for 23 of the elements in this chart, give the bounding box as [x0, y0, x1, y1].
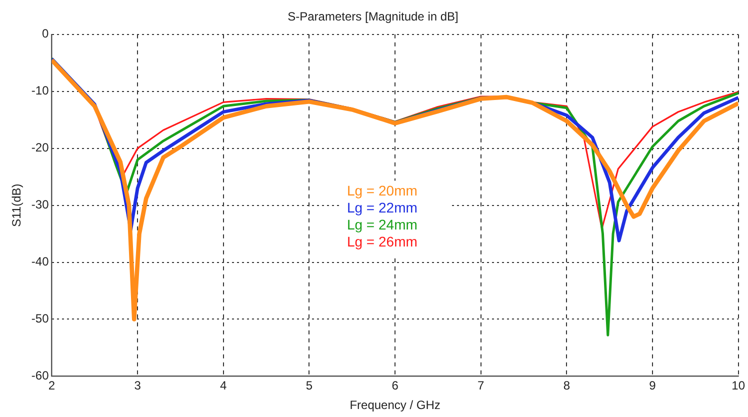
- text: Lg = 24mm: [346, 216, 418, 233]
- x-tick-label: 6: [392, 378, 399, 393]
- text: Lg = 26mm: [346, 234, 418, 250]
- y-tick-label: -30: [31, 198, 50, 212]
- x-tick-label: 2: [48, 378, 56, 393]
- x-tick-label: 3: [134, 378, 142, 393]
- y-tick-label: -50: [31, 312, 50, 326]
- y-tick-label: 0: [42, 26, 50, 41]
- x-tick-label: 5: [306, 378, 313, 393]
- y-tick-label: -40: [31, 254, 50, 269]
- text: Lg = 22mm: [346, 200, 418, 216]
- x-tick-label: 9: [649, 378, 656, 393]
- x-tick-label: 10: [732, 378, 746, 393]
- x-tick-label: 7: [478, 378, 485, 393]
- x-tick-label: 8: [563, 378, 570, 393]
- y-tick-label: -10: [31, 84, 50, 98]
- text: Lg = 20mm: [346, 182, 418, 199]
- chart-title: S-Parameters [Magnitude in dB]: [288, 10, 458, 24]
- x-axis-title: Frequency / GHz: [350, 398, 440, 412]
- y-tick-label: -60: [31, 368, 50, 383]
- x-tick-label: 4: [220, 378, 228, 393]
- y-tick-label: -20: [31, 140, 50, 155]
- y-axis-title: S11(dB): [10, 184, 24, 227]
